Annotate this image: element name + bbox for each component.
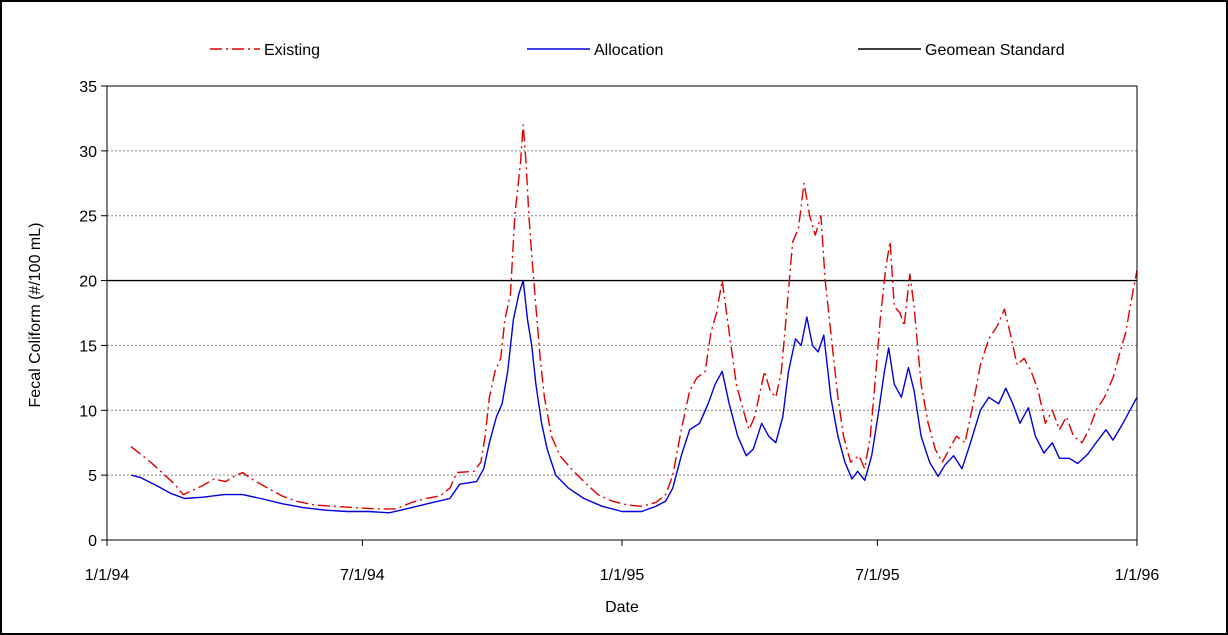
legend: Existing Allocation Geomean Standard (210, 42, 1065, 59)
x-tick-label: 7/1/95 (855, 567, 900, 584)
plot-area-border (106, 85, 1138, 541)
y-tick-label-10: 10 (79, 403, 97, 420)
y-axis-title: Fecal Coliform (#/100 mL) (27, 223, 44, 408)
x-tick-label: 1/1/94 (85, 567, 130, 584)
x-axis-ticks: 1/1/94 7/1/94 1/1/95 7/1/95 1/1/96 (85, 540, 1160, 584)
y-tick-label-25: 25 (79, 209, 97, 226)
y-tick-label-35: 35 (79, 79, 97, 96)
y-axis-ticks: 0 5 10 15 20 25 30 35 (79, 79, 107, 550)
y-tick-label-15: 15 (79, 338, 97, 355)
x-tick-label: 7/1/94 (340, 567, 385, 584)
gridlines (107, 150, 1137, 476)
x-tick-label: 1/1/95 (600, 567, 645, 584)
x-axis-title: Date (605, 599, 639, 616)
y-tick-label-5: 5 (88, 468, 97, 485)
y-tick-label-30: 30 (79, 144, 97, 161)
x-tick-label: 1/1/96 (1115, 567, 1160, 584)
axes (106, 85, 1138, 541)
legend-label-allocation: Allocation (594, 42, 663, 59)
series-line-existing (130, 124, 1138, 510)
series-lines (107, 124, 1138, 514)
y-tick-label-0: 0 (88, 533, 97, 550)
legend-label-geomean-standard: Geomean Standard (925, 42, 1065, 59)
series-line-allocation (130, 279, 1138, 514)
legend-label-existing: Existing (264, 42, 320, 59)
y-tick-label-20: 20 (79, 274, 97, 291)
